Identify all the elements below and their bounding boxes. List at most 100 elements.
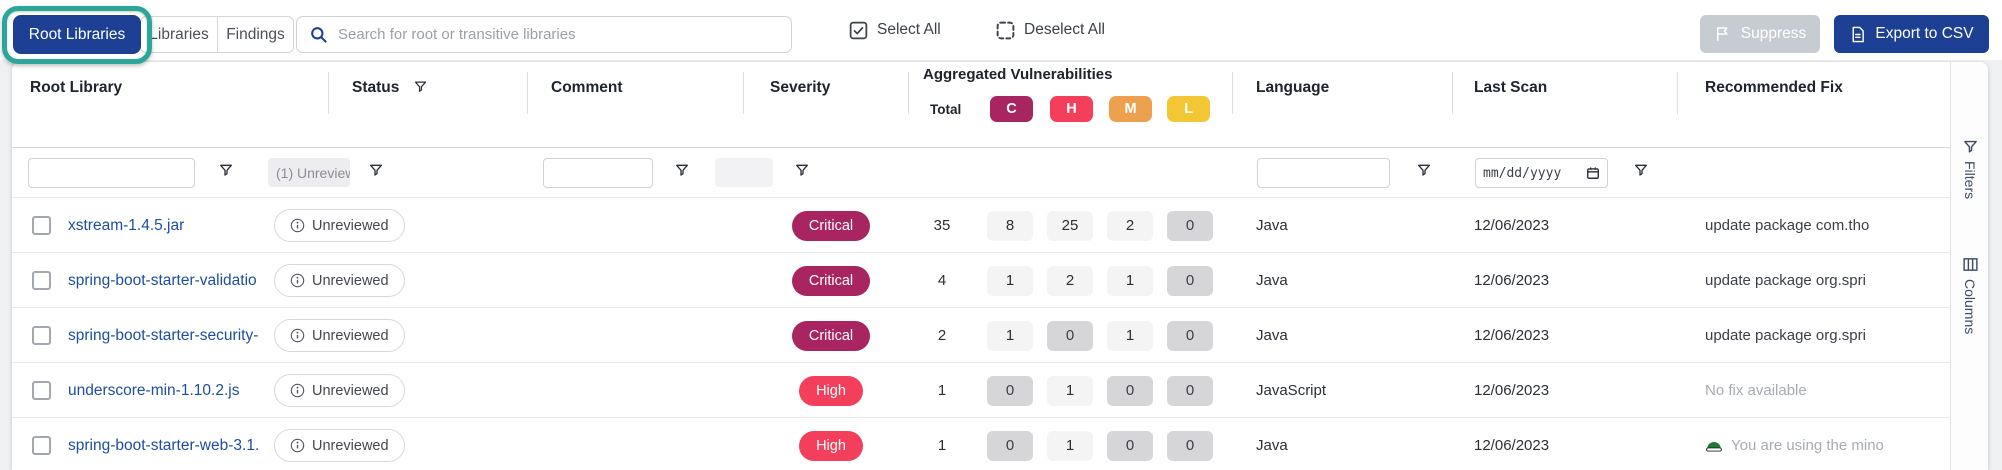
root-library-filter-input[interactable] — [28, 158, 195, 188]
info-icon — [290, 273, 305, 288]
status-pill[interactable]: Unreviewed — [274, 429, 405, 462]
comment-filter-input[interactable] — [543, 158, 653, 188]
vuln-count[interactable]: 0 — [1167, 210, 1213, 241]
select-all-button[interactable]: Select All — [848, 0, 941, 60]
vuln-count[interactable]: 2 — [1107, 210, 1153, 241]
vuln-total: 1 — [937, 437, 947, 454]
library-link[interactable]: spring-boot-starter-web-3.1. — [68, 436, 260, 454]
table-body: xstream-1.4.5.jar Unreviewed Critical 35… — [12, 197, 1950, 470]
column-divider — [1677, 72, 1678, 114]
severity-filter-value[interactable] — [715, 158, 773, 187]
table-row: xstream-1.4.5.jar Unreviewed Critical 35… — [12, 197, 1950, 252]
filters-rail-label: Filters — [1962, 161, 1978, 200]
vuln-count[interactable]: 0 — [1107, 375, 1153, 406]
root-library-funnel-icon[interactable] — [218, 162, 234, 178]
vuln-count[interactable]: 0 — [1047, 320, 1093, 351]
col-recommended-fix: Recommended Fix — [1705, 79, 1843, 96]
row-checkbox[interactable] — [32, 326, 51, 345]
vuln-count[interactable]: 0 — [987, 430, 1033, 461]
vuln-count[interactable]: 2 — [1047, 265, 1093, 296]
recommended-fix-value: update package org.spri — [1705, 327, 1866, 344]
vuln-count[interactable]: 1 — [987, 320, 1033, 351]
column-divider — [908, 72, 909, 114]
severity-badge: High — [799, 430, 863, 461]
top-toolbar: Root Libraries Libraries Findings Select… — [0, 0, 2002, 64]
vuln-total: 4 — [937, 272, 947, 289]
language-value: Java — [1256, 217, 1288, 234]
status-pill[interactable]: Unreviewed — [274, 209, 405, 242]
status-pill-label: Unreviewed — [312, 437, 389, 454]
library-link[interactable]: spring-boot-starter-validatio — [68, 271, 257, 289]
deselect-all-button[interactable]: Deselect All — [995, 0, 1105, 60]
high-badge: H — [1050, 96, 1093, 122]
status-pill-label: Unreviewed — [312, 272, 389, 289]
status-pill[interactable]: Unreviewed — [274, 319, 405, 352]
suppress-button[interactable]: Suppress — [1700, 15, 1820, 53]
dashed-square-icon — [995, 20, 1016, 41]
col-language: Language — [1256, 79, 1330, 96]
column-divider — [1452, 72, 1453, 114]
library-link[interactable]: spring-boot-starter-security- — [68, 326, 259, 344]
filter-funnel-icon — [1962, 138, 1979, 155]
status-pill[interactable]: Unreviewed — [274, 374, 405, 407]
tab-findings[interactable]: Findings — [217, 17, 293, 52]
library-search[interactable] — [296, 16, 792, 53]
search-input[interactable] — [338, 26, 779, 43]
status-funnel-icon[interactable] — [368, 162, 384, 178]
column-divider — [527, 72, 528, 114]
suppress-label: Suppress — [1740, 25, 1807, 42]
vuln-count[interactable]: 8 — [987, 210, 1033, 241]
filters-rail-button[interactable]: Filters — [1951, 138, 1989, 199]
row-checkbox[interactable] — [32, 216, 51, 235]
table-row: spring-boot-starter-security- Unreviewed… — [12, 307, 1950, 362]
status-filter-funnel-icon[interactable] — [413, 79, 428, 94]
library-link[interactable]: xstream-1.4.5.jar — [68, 216, 185, 234]
vuln-count[interactable]: 0 — [1167, 430, 1213, 461]
root-libraries-table: Filters Columns Root Library Status Comm… — [12, 62, 1988, 470]
row-checkbox[interactable] — [32, 381, 51, 400]
table-header: Root Library Status Comment Severity Agg… — [12, 62, 1950, 148]
status-pill-label: Unreviewed — [312, 382, 389, 399]
vuln-total: 2 — [937, 327, 947, 344]
medium-badge: M — [1109, 96, 1152, 122]
row-checkbox[interactable] — [32, 271, 51, 290]
severity-funnel-icon[interactable] — [794, 162, 810, 178]
recommended-fix-cell: You are using the mino — [1705, 418, 1957, 470]
vuln-count[interactable]: 0 — [1167, 375, 1213, 406]
language-funnel-icon[interactable] — [1416, 162, 1432, 178]
comment-funnel-icon[interactable] — [674, 162, 690, 178]
vuln-count[interactable]: 1 — [987, 265, 1033, 296]
vuln-count[interactable]: 25 — [1047, 210, 1093, 241]
library-link[interactable]: underscore-min-1.10.2.js — [68, 381, 240, 399]
tab-libraries[interactable]: Libraries — [149, 25, 209, 43]
vuln-count[interactable]: 0 — [1167, 265, 1213, 296]
status-filter-value[interactable]: (1) Unreviewe — [268, 158, 350, 187]
vuln-count[interactable]: 0 — [1167, 320, 1213, 351]
vuln-count[interactable]: 1 — [1107, 265, 1153, 296]
vuln-count[interactable]: 1 — [1107, 320, 1153, 351]
columns-rail-button[interactable]: Columns — [1951, 256, 1989, 334]
vuln-count[interactable]: 1 — [1047, 430, 1093, 461]
col-aggregated-vulnerabilities: Aggregated Vulnerabilities — [923, 66, 1113, 83]
tab-root-libraries[interactable]: Root Libraries — [13, 15, 141, 54]
last-scan-funnel-icon[interactable] — [1633, 162, 1649, 178]
language-value: Java — [1256, 437, 1288, 454]
last-scan-date-input[interactable]: mm/dd/yyyy — [1475, 158, 1608, 188]
language-value: Java — [1256, 327, 1288, 344]
info-icon — [290, 328, 305, 343]
status-pill[interactable]: Unreviewed — [274, 264, 405, 297]
info-icon — [290, 383, 305, 398]
last-scan-value: 12/06/2023 — [1474, 272, 1550, 289]
export-csv-button[interactable]: Export to CSV — [1834, 15, 1989, 53]
vuln-count[interactable]: 0 — [1107, 430, 1153, 461]
last-scan-value: 12/06/2023 — [1474, 437, 1550, 454]
highlight-ring — [2, 6, 152, 64]
language-filter-input[interactable] — [1257, 158, 1390, 188]
info-icon — [290, 218, 305, 233]
vuln-count[interactable]: 1 — [1047, 375, 1093, 406]
col-status-label: Status — [352, 79, 400, 96]
row-checkbox[interactable] — [32, 436, 51, 455]
column-divider — [1232, 72, 1233, 114]
vuln-count[interactable]: 0 — [987, 375, 1033, 406]
critical-badge: C — [990, 96, 1033, 122]
